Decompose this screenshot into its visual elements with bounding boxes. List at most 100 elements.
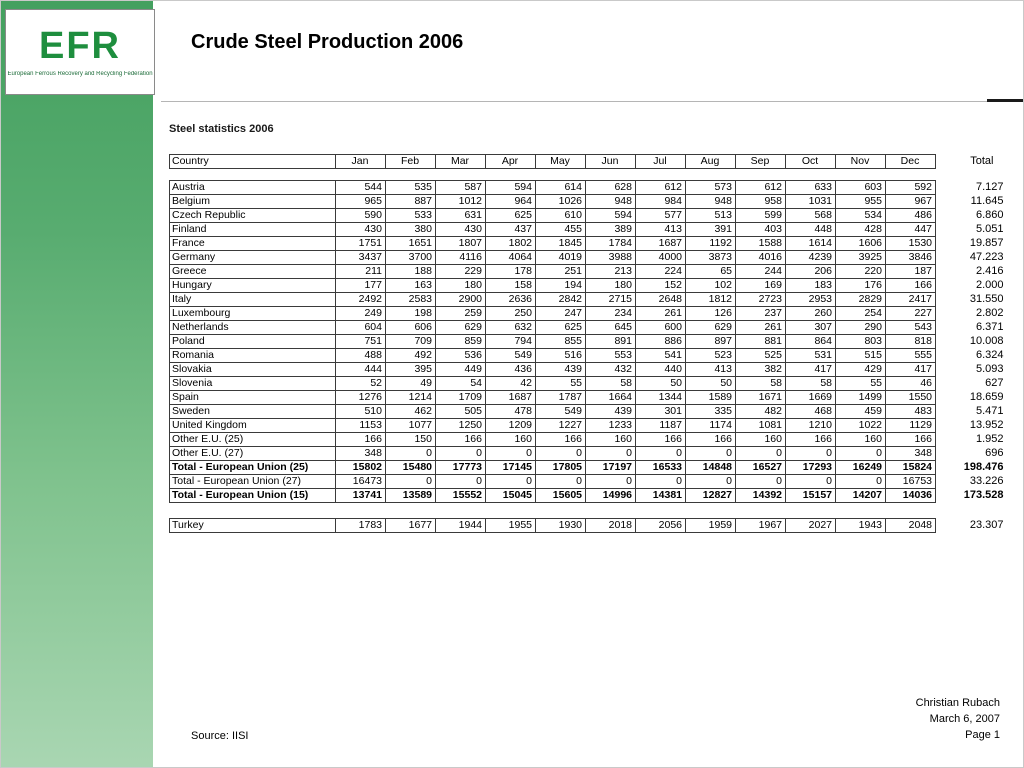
total-cell: 6.860 <box>975 209 1004 221</box>
divider-accent <box>987 99 1023 102</box>
value-cell: 0 <box>785 446 836 461</box>
table-row: United Kingdom 1153 1077 1250 1209 1227 1233 11… <box>169 418 1004 433</box>
value-cell: 194 <box>535 278 586 293</box>
value-cell: 967 <box>885 194 936 209</box>
value-cell: 1081 <box>735 418 786 433</box>
value-cell: 568 <box>785 208 836 223</box>
country-cell: Belgium <box>169 194 336 209</box>
value-cell: 2583 <box>385 292 436 307</box>
value-cell: 439 <box>585 404 636 419</box>
value-cell: 3700 <box>385 250 436 265</box>
table-row: Belgium 965 887 1012 964 1026 948 984 948 958 1031… <box>169 194 1004 209</box>
value-cell: 0 <box>735 474 786 489</box>
country-cell: Greece <box>169 264 336 279</box>
value-cell: 486 <box>885 208 936 223</box>
value-cell: 55 <box>535 376 586 391</box>
value-cell: 1192 <box>685 236 736 251</box>
slide-content: Crude Steel Production 2006 Steel statis… <box>153 1 1023 767</box>
value-cell: 0 <box>385 446 436 461</box>
efr-logo-acronym: EFR <box>39 25 121 67</box>
value-cell: 0 <box>685 474 736 489</box>
value-cell: 234 <box>585 306 636 321</box>
value-cell: 2648 <box>635 292 686 307</box>
value-cell: 455 <box>535 222 586 237</box>
value-cell: 3925 <box>835 250 886 265</box>
value-cell: 1174 <box>685 418 736 433</box>
value-cell: 4064 <box>485 250 536 265</box>
value-cell: 1227 <box>535 418 586 433</box>
value-cell: 440 <box>635 362 686 377</box>
value-cell: 382 <box>735 362 786 377</box>
total-cell: 33.226 <box>969 475 1004 487</box>
value-cell: 17773 <box>435 460 486 475</box>
country-cell: Austria <box>169 180 336 195</box>
value-cell: 948 <box>585 194 636 209</box>
value-cell: 348 <box>335 446 386 461</box>
value-cell: 3988 <box>585 250 636 265</box>
value-cell: 483 <box>885 404 936 419</box>
value-cell: 42 <box>485 376 536 391</box>
value-cell: 751 <box>335 334 386 349</box>
steel-statistics-table: Country Jan Feb Mar Apr May Jun Jul Aug Sep Oct Nov… <box>169 154 1004 533</box>
table-row: Greece 211 188 229 178 251 213 224 65 244 206 220 18… <box>169 264 1004 279</box>
value-cell: 17293 <box>785 460 836 475</box>
value-cell: 603 <box>835 180 886 195</box>
value-cell: 1606 <box>835 236 886 251</box>
total-cell: 10.008 <box>969 335 1004 347</box>
value-cell: 166 <box>685 432 736 447</box>
value-cell: 510 <box>335 404 386 419</box>
table-row: Italy 2492 2583 2900 2636 2842 2715 2648 1812 272… <box>169 292 1004 307</box>
value-cell: 1967 <box>735 518 786 533</box>
value-cell: 163 <box>385 278 436 293</box>
value-cell: 604 <box>335 320 386 335</box>
value-cell: 198 <box>385 306 436 321</box>
value-cell: 1250 <box>435 418 486 433</box>
value-cell: 178 <box>485 264 536 279</box>
country-cell: Total - European Union (15) <box>169 488 336 503</box>
value-cell: 1210 <box>785 418 836 433</box>
country-cell: Hungary <box>169 278 336 293</box>
value-cell: 413 <box>635 222 686 237</box>
value-cell: 628 <box>585 180 636 195</box>
value-cell: 468 <box>785 404 836 419</box>
month-header: Mar <box>435 154 486 169</box>
value-cell: 227 <box>885 306 936 321</box>
total-header: Total <box>970 155 994 167</box>
total-cell: 5.093 <box>975 363 1004 375</box>
value-cell: 515 <box>835 348 886 363</box>
value-cell: 482 <box>735 404 786 419</box>
value-cell: 478 <box>485 404 536 419</box>
value-cell: 0 <box>635 446 686 461</box>
value-cell: 629 <box>435 320 486 335</box>
value-cell: 391 <box>685 222 736 237</box>
value-cell: 462 <box>385 404 436 419</box>
value-cell: 436 <box>485 362 536 377</box>
table-row: Romania 488 492 536 549 516 553 541 523 525 531 515… <box>169 348 1004 363</box>
value-cell: 1153 <box>335 418 386 433</box>
efr-logo-subtitle: European Ferrous Recovery and Recycling … <box>7 71 153 77</box>
value-cell: 432 <box>585 362 636 377</box>
value-cell: 58 <box>735 376 786 391</box>
value-cell: 177 <box>335 278 386 293</box>
table-row: Total - European Union (25) 15802 15480 177… <box>169 460 1004 475</box>
value-cell: 0 <box>785 474 836 489</box>
country-cell: Poland <box>169 334 336 349</box>
value-cell: 612 <box>635 180 686 195</box>
value-cell: 17145 <box>485 460 536 475</box>
value-cell: 160 <box>735 432 786 447</box>
table-row: Other E.U. (27) 348 0 0 0 0 0 0 0 0 0 0 348 696 <box>169 446 1004 461</box>
total-cell: 627 <box>985 377 1004 389</box>
value-cell: 166 <box>885 432 936 447</box>
month-header: Feb <box>385 154 436 169</box>
sidebar: EFR European Ferrous Recovery and Recycl… <box>1 1 155 767</box>
value-cell: 0 <box>535 446 586 461</box>
total-cell: 1.952 <box>975 433 1004 445</box>
value-cell: 213 <box>585 264 636 279</box>
value-cell: 58 <box>785 376 836 391</box>
value-cell: 612 <box>735 180 786 195</box>
total-cell: 198.476 <box>963 461 1004 473</box>
value-cell: 1930 <box>535 518 586 533</box>
value-cell: 0 <box>485 474 536 489</box>
value-cell: 594 <box>585 208 636 223</box>
value-cell: 126 <box>685 306 736 321</box>
